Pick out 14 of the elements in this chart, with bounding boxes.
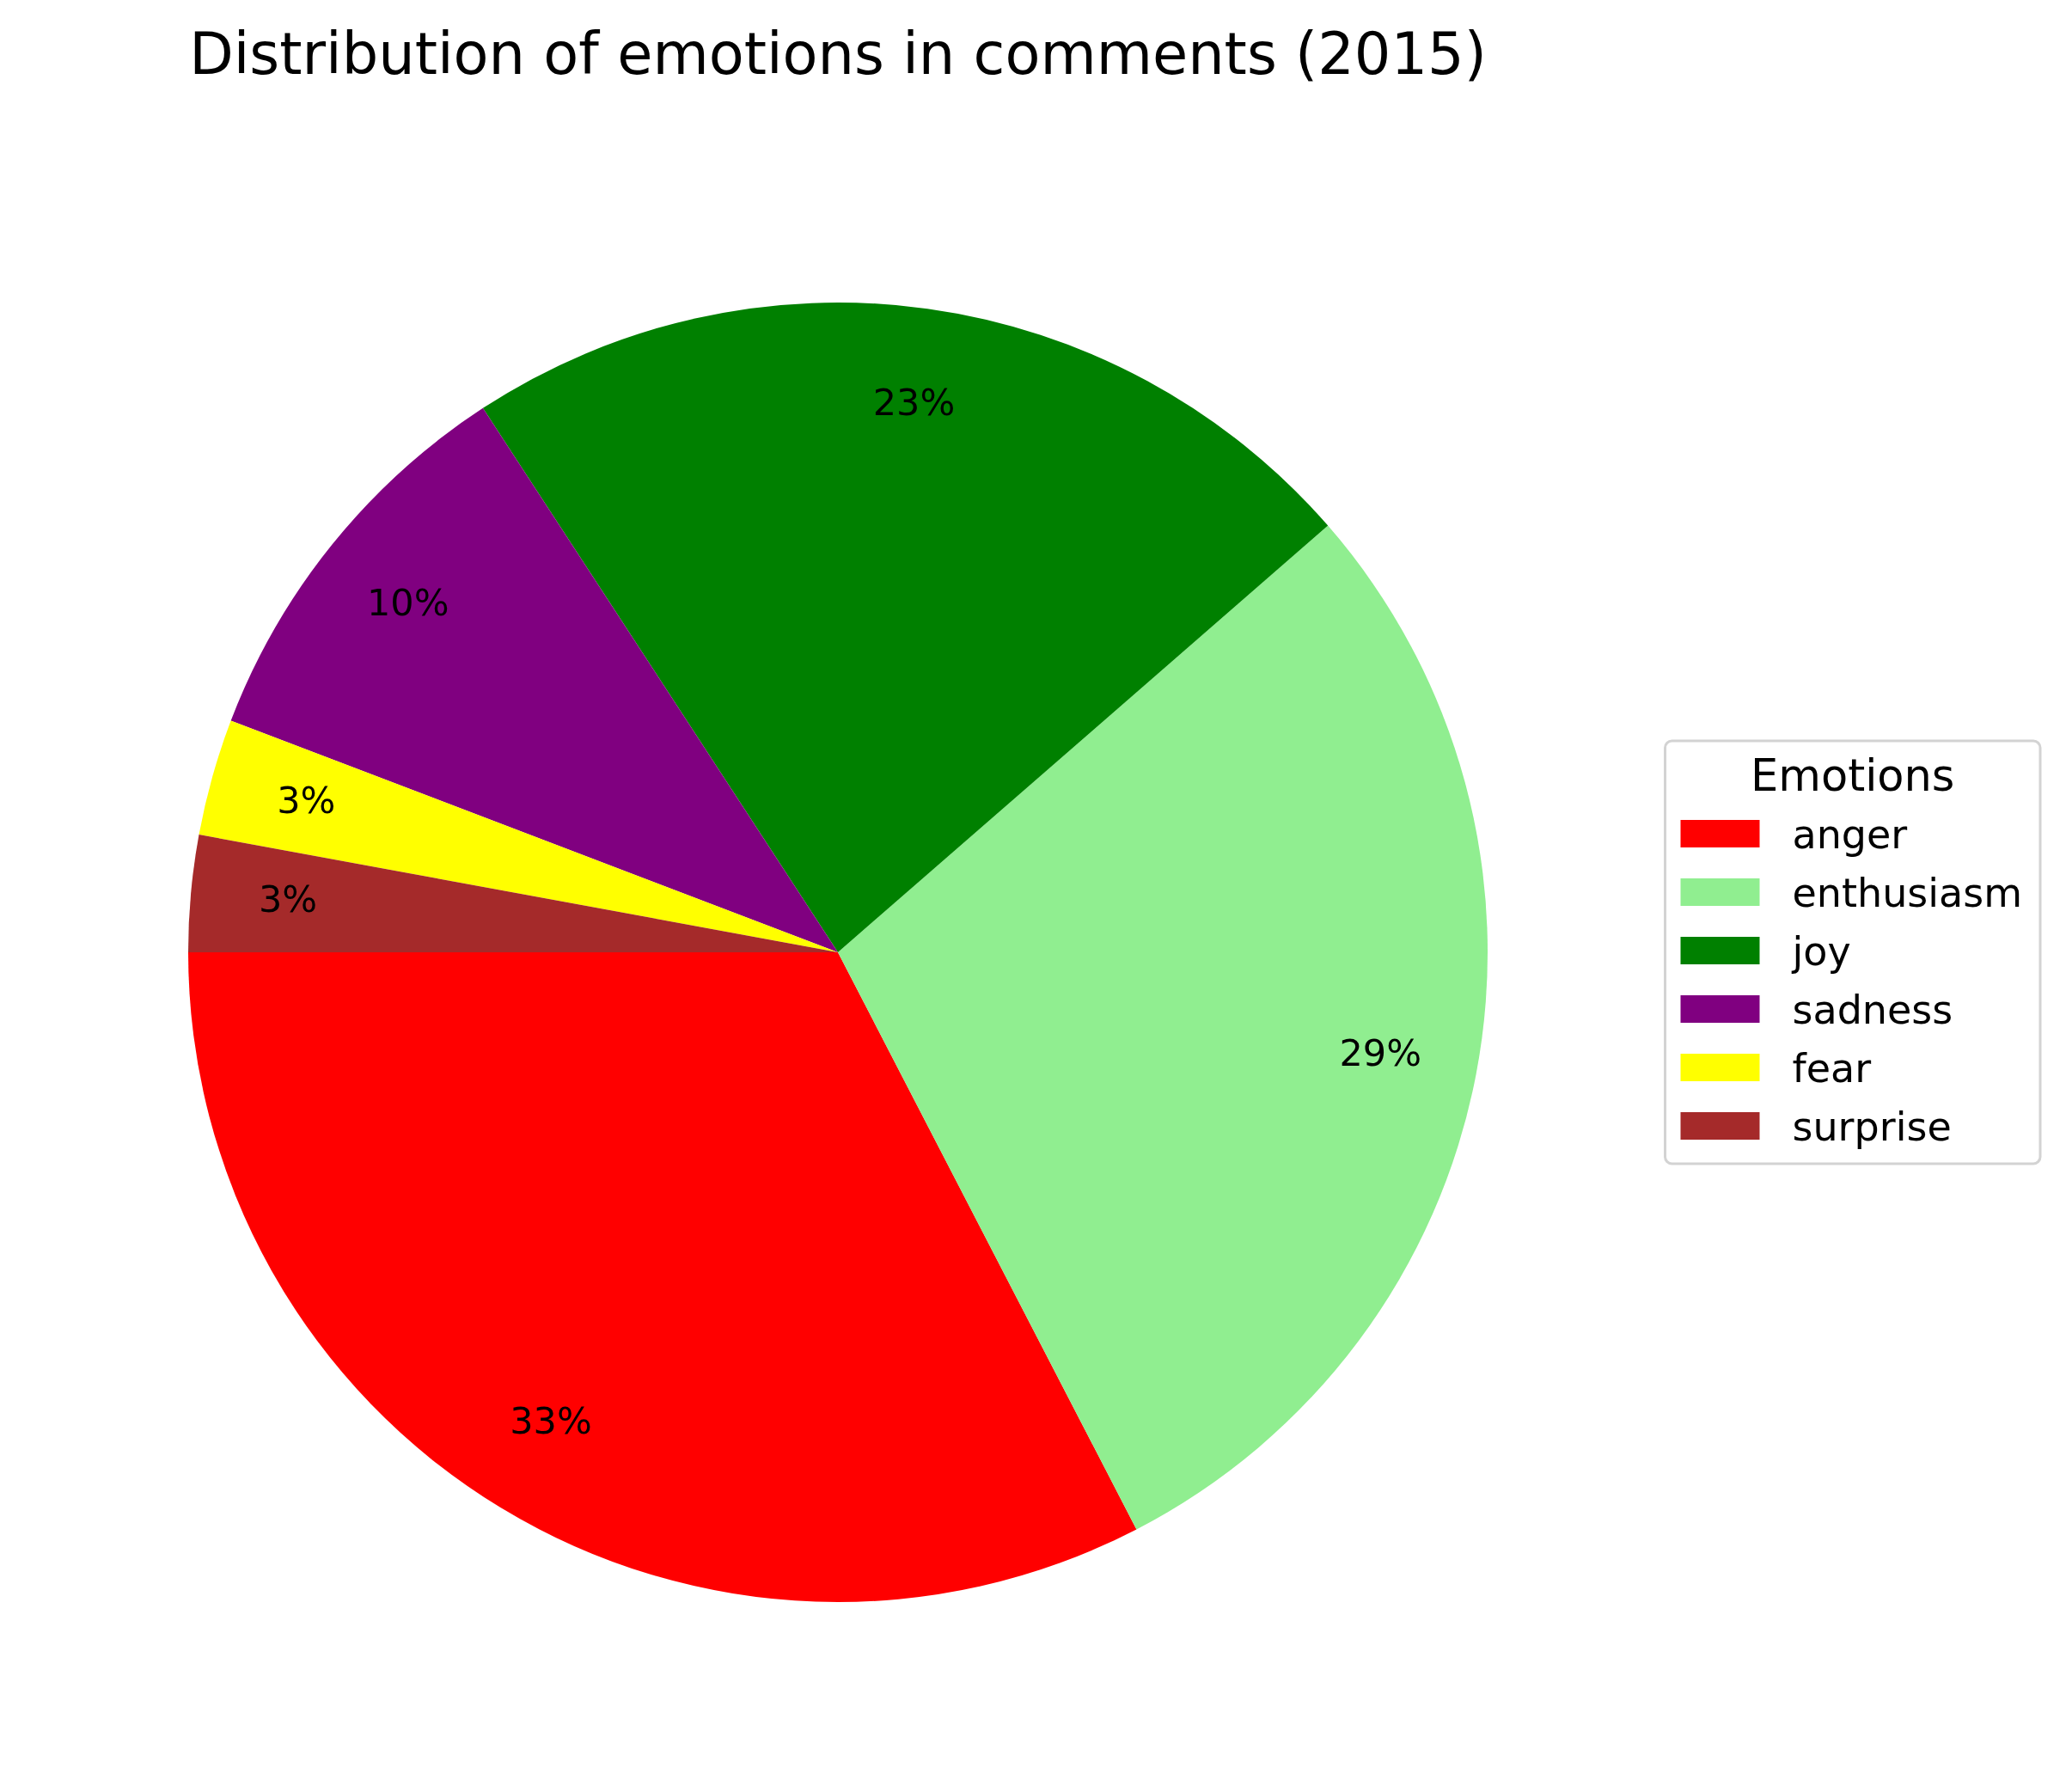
data-label: 33% — [510, 1399, 592, 1443]
legend-label: sadness — [1792, 987, 1953, 1033]
data-label: 3% — [277, 778, 336, 822]
data-label: 29% — [1339, 1031, 1422, 1074]
data-label: 3% — [258, 877, 318, 920]
legend-label: fear — [1792, 1045, 1872, 1092]
data-label: 23% — [872, 380, 956, 424]
legend-title: Emotions — [1751, 750, 1955, 801]
legend-label: joy — [1791, 928, 1851, 975]
legend-label: surprise — [1792, 1104, 1952, 1150]
legend-label: enthusiasm — [1792, 870, 2023, 916]
legend-label: anger — [1792, 811, 1908, 858]
data-label: 10% — [366, 580, 449, 624]
chart-title: Distribution of emotions in comments (2015) — [189, 21, 1487, 88]
